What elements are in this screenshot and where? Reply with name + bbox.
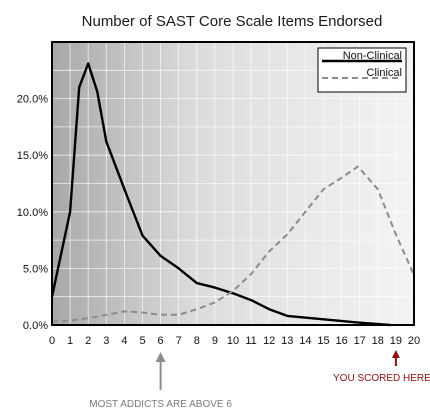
legend-label: Non-Clinical [343, 50, 402, 62]
x-tick-label: 16 [335, 335, 347, 347]
y-tick-label: 20.0% [17, 94, 48, 106]
x-tick-label: 10 [227, 335, 239, 347]
x-tick-label: 12 [263, 335, 275, 347]
y-tick-label: 0.0% [23, 320, 48, 332]
series-line-clinical [51, 165, 415, 323]
x-tick-label: 14 [299, 335, 311, 347]
x-tick-label: 7 [176, 335, 182, 347]
legend-label: Clinical [367, 67, 402, 79]
x-tick-label: 9 [212, 335, 218, 347]
x-tick-label: 19 [390, 335, 402, 347]
y-tick-label: 15.0% [17, 150, 48, 162]
plot-border [51, 41, 415, 326]
x-tick-label: 0 [49, 335, 55, 347]
x-tick-label: 11 [245, 335, 256, 347]
legend: Non-Clinical Clinical [317, 47, 407, 93]
annotations: MOST ADDICTS ARE ABOVE 6 YOU SCORED HERE [89, 350, 430, 410]
x-tick-label: 18 [372, 335, 384, 347]
plot-frame [51, 41, 415, 326]
x-tick-label: 1 [67, 335, 73, 347]
series-layer [50, 62, 415, 327]
annotation-arrow-head [391, 350, 400, 358]
x-tick-label: 13 [281, 335, 293, 347]
y-tick-label: 10.0% [17, 207, 48, 219]
x-tick-label: 8 [194, 335, 200, 347]
x-axis-ticks: 0 1 2 3 4 5 6 7 8 9 10 11 12 13 14 15 16 17 18 19 20 [49, 335, 420, 347]
x-tick-label: 17 [354, 335, 366, 347]
x-tick-label: 6 [158, 335, 164, 347]
y-tick-label: 5.0% [23, 263, 48, 275]
x-tick-label: 3 [103, 335, 109, 347]
y-axis-ticks: 0.0% 5.0% 10.0% 15.0% 20.0% [17, 94, 48, 332]
x-tick-label: 5 [139, 335, 145, 347]
annotation-arrow-head [155, 352, 166, 362]
annotation-label: YOU SCORED HERE [333, 373, 430, 384]
legend-box [317, 47, 407, 93]
series-line-non-clinical [50, 62, 391, 327]
chart-title: Number of SAST Core Scale Items Endorsed [82, 13, 383, 30]
x-tick-label: 2 [85, 335, 91, 347]
x-tick-label: 20 [408, 335, 420, 347]
annotation-label: MOST ADDICTS ARE ABOVE 6 [89, 399, 232, 410]
x-tick-label: 4 [121, 335, 127, 347]
x-tick-label: 15 [317, 335, 329, 347]
